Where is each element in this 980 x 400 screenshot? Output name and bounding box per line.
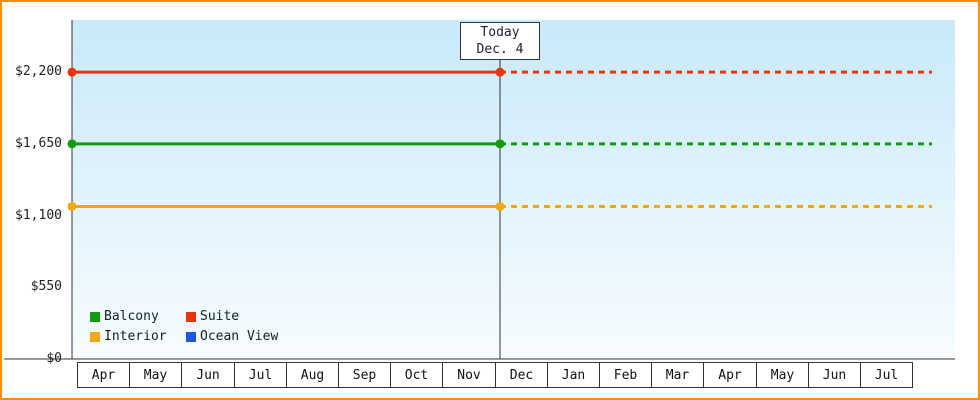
- x-axis-month-label: Apr: [703, 362, 757, 388]
- y-tick-label: $2,200: [15, 64, 62, 80]
- x-axis-month-label: Oct: [390, 362, 443, 388]
- x-axis-month-label: Aug: [286, 362, 339, 388]
- legend-item-ocean-view: Ocean View: [186, 329, 278, 344]
- x-axis-month-label: Jul: [860, 362, 913, 388]
- x-axis-month-label: Jun: [808, 362, 861, 388]
- today-label-line1: Today: [480, 25, 520, 40]
- legend-label-ocean-view: Ocean View: [200, 329, 279, 344]
- legend: Balcony Suite Interior Ocean View: [90, 309, 278, 344]
- x-axis-month-label: May: [129, 362, 182, 388]
- x-axis-month-label: Jan: [547, 362, 600, 388]
- x-axis-month-label: Feb: [599, 362, 652, 388]
- y-tick-label: $550: [30, 279, 62, 295]
- x-axis-month-label: Nov: [442, 362, 496, 388]
- x-axis-month-label: Apr: [77, 362, 130, 388]
- x-axis-month-label: Jun: [181, 362, 235, 388]
- legend-label-suite: Suite: [200, 309, 240, 324]
- x-axis-month-label: Sep: [338, 362, 391, 388]
- legend-item-balcony: Balcony: [90, 309, 186, 324]
- today-label-line2: Dec. 4: [476, 42, 524, 57]
- x-axis-month-label: Jul: [234, 362, 287, 388]
- y-tick-label: $1,650: [15, 135, 62, 151]
- x-axis-month-label: Mar: [651, 362, 704, 388]
- x-axis-month-label: May: [756, 362, 809, 388]
- legend-label-balcony: Balcony: [104, 309, 159, 324]
- today-marker-label: Today Dec. 4: [460, 22, 540, 60]
- y-tick-label: $0: [46, 351, 62, 366]
- legend-item-interior: Interior: [90, 329, 186, 344]
- interior-color-swatch: [90, 331, 100, 342]
- x-axis-month-label: Dec: [495, 362, 548, 388]
- ocean-view-color-swatch: [186, 331, 196, 342]
- plot-background: [72, 20, 955, 359]
- legend-label-interior: Interior: [104, 329, 167, 344]
- legend-item-suite: Suite: [186, 309, 278, 324]
- balcony-color-swatch: [90, 311, 100, 322]
- suite-color-swatch: [186, 311, 196, 322]
- y-tick-label: $1,100: [15, 207, 62, 223]
